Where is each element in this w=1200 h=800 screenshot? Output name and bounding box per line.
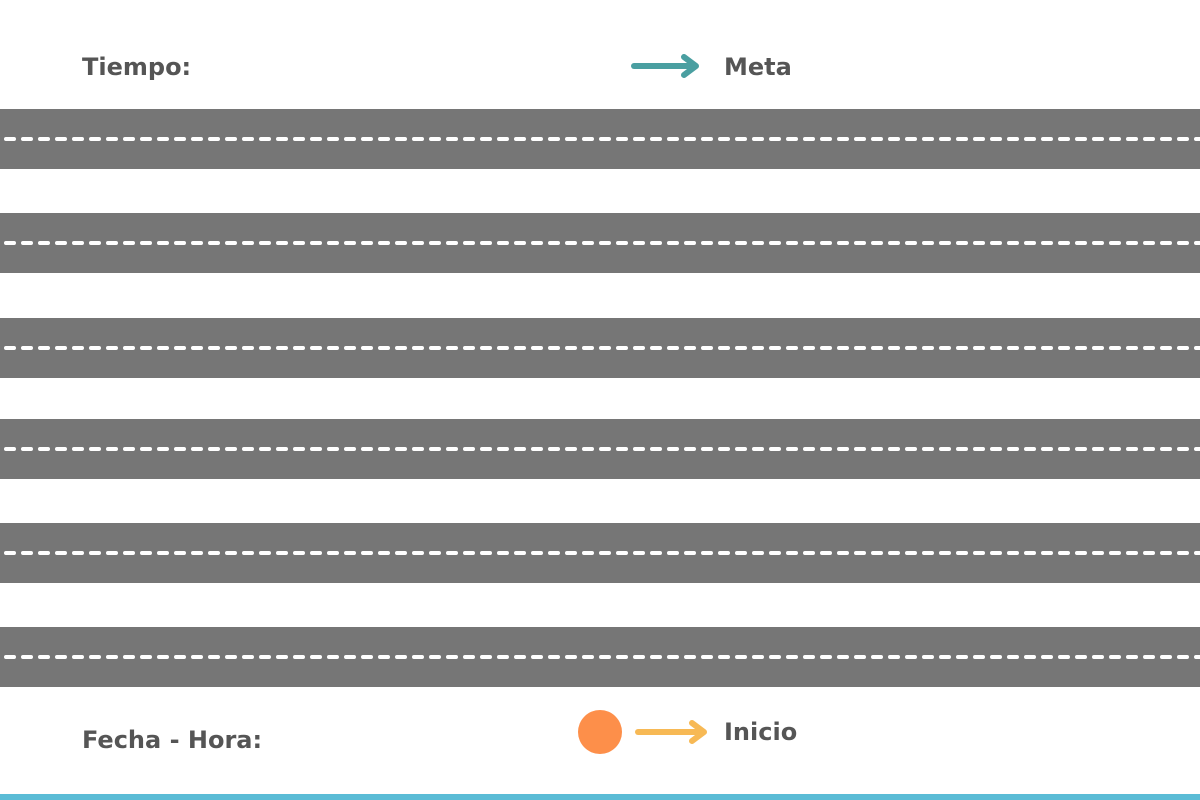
lane-marking: [4, 137, 1200, 141]
bottom-bar: [0, 794, 1200, 800]
road-2: [0, 213, 1200, 273]
road-1: [0, 109, 1200, 169]
lane-marking: [4, 551, 1200, 555]
start-marker-icon: [578, 710, 622, 754]
lane-marking: [4, 346, 1200, 350]
road-3: [0, 318, 1200, 378]
meta-arrow-icon: [631, 54, 699, 78]
inicio-label: Inicio: [724, 718, 798, 746]
inicio-arrow-icon: [635, 720, 707, 744]
lane-marking: [4, 447, 1200, 451]
meta-label: Meta: [724, 53, 792, 81]
lane-marking: [4, 655, 1200, 659]
lane-marking: [4, 241, 1200, 245]
fecha-hora-label: Fecha - Hora:: [82, 726, 263, 754]
road-6: [0, 627, 1200, 687]
tiempo-label: Tiempo:: [82, 53, 192, 81]
road-4: [0, 419, 1200, 479]
road-5: [0, 523, 1200, 583]
